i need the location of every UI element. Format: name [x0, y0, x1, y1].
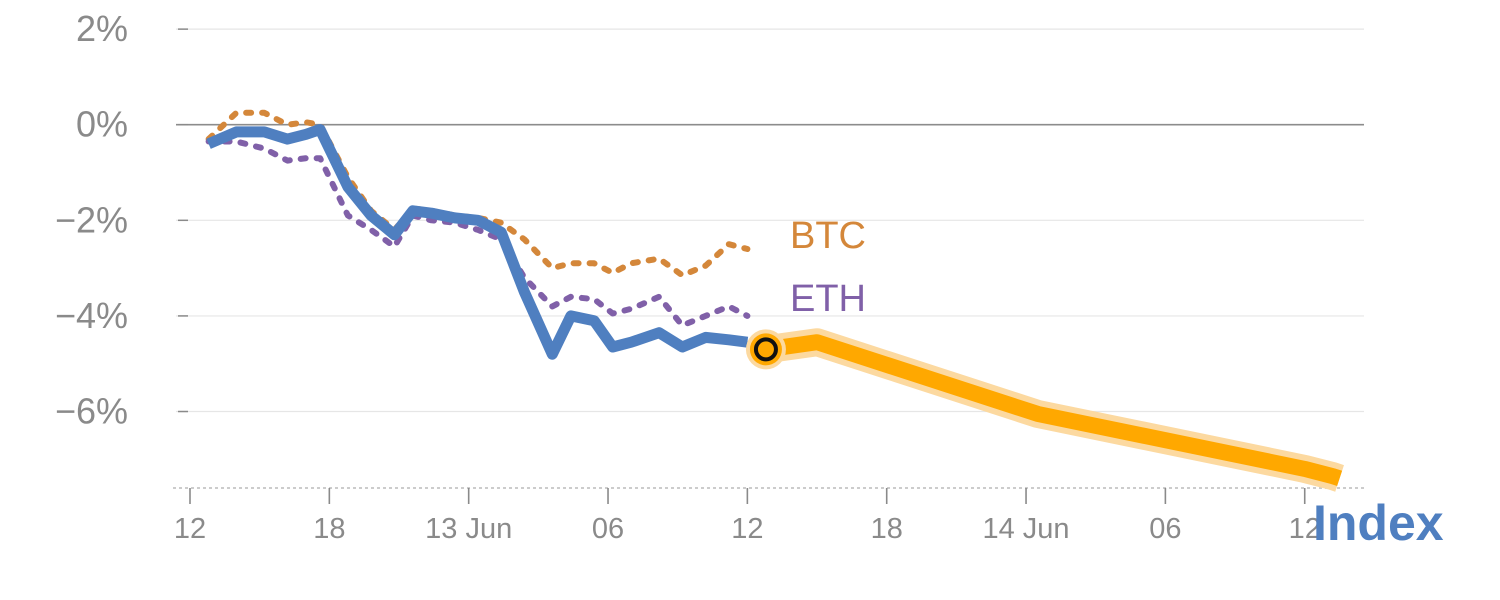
btc-series-label: BTC — [790, 215, 866, 257]
y-tick-label: 2% — [76, 8, 128, 49]
y-tick-label: 0% — [76, 104, 128, 145]
forecast-line — [764, 334, 1343, 487]
y-axis: 2% 0% −2% −4% −6% — [55, 8, 188, 432]
x-tick-label: 12 — [174, 513, 206, 545]
x-tick-label: 06 — [592, 513, 624, 545]
x-tick-label: 12 — [731, 513, 763, 545]
x-tick-label: 18 — [313, 513, 345, 545]
y-tick-label: −2% — [55, 199, 128, 240]
x-tick-label: 12 — [1289, 513, 1321, 545]
y-tick-label: −4% — [55, 295, 128, 336]
x-tick-label: 18 — [871, 513, 903, 545]
index-corner-label: Index — [1313, 495, 1444, 551]
x-tick-label: 14 Jun — [982, 513, 1069, 545]
series-layer — [205, 109, 1347, 492]
annotation-layer: BTC ETH Index — [790, 215, 1444, 551]
eth-line — [205, 138, 751, 329]
marker-dot — [753, 337, 778, 362]
x-axis: 12 18 13 Jun 06 12 18 14 Jun 06 12 — [173, 487, 1365, 545]
x-tick-label: 06 — [1149, 513, 1181, 545]
y-tick-label: −6% — [55, 391, 128, 432]
eth-series-label: ETH — [790, 278, 866, 320]
x-tick-label: 13 Jun — [425, 513, 512, 545]
index-line — [206, 124, 749, 360]
